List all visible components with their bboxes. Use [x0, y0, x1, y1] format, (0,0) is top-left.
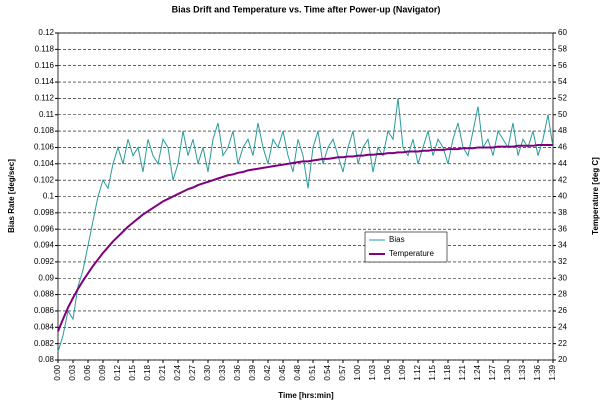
- y-tick-label: 0.096: [34, 224, 55, 233]
- x-tick-label: 0:06: [83, 364, 92, 380]
- y2-tick-label: 38: [558, 208, 567, 217]
- x-tick-label: 1:12: [413, 364, 422, 380]
- y2-tick-label: 56: [558, 61, 567, 70]
- y-tick-label: 0.092: [34, 257, 55, 266]
- y2-tick-label: 52: [558, 94, 567, 103]
- x-tick-label: 0:33: [218, 364, 227, 380]
- x-tick-label: 0:45: [278, 364, 287, 380]
- x-tick-label: 0:21: [158, 364, 167, 380]
- x-tick-label: 0:15: [128, 364, 137, 380]
- x-tick-label: 1:15: [428, 364, 437, 380]
- y2-tick-label: 58: [558, 44, 567, 53]
- y-tick-label: 0.102: [34, 175, 55, 184]
- legend-label: Bias: [389, 235, 405, 244]
- y-tick-label: 0.1: [43, 192, 55, 201]
- x-tick-label: 0:24: [173, 364, 182, 380]
- x-tick-label: 0:36: [233, 364, 242, 380]
- y-tick-label: 0.108: [34, 126, 55, 135]
- y-tick-label: 0.082: [34, 339, 55, 348]
- x-tick-label: 1:24: [473, 364, 482, 380]
- x-tick-label: 1:03: [368, 364, 377, 380]
- y-tick-label: 0.114: [35, 77, 55, 86]
- y2-tick-label: 26: [558, 306, 567, 315]
- x-tick-label: 0:00: [53, 364, 62, 380]
- y-tick-label: 0.116: [35, 61, 55, 70]
- plot-frame: [57, 32, 554, 361]
- x-tick-label: 0:57: [338, 364, 347, 380]
- y-tick-label: 0.08: [38, 355, 54, 364]
- x-tick-label: 0:12: [113, 364, 122, 380]
- y-tick-label: 0.088: [34, 290, 55, 299]
- y2-tick-label: 34: [558, 241, 567, 250]
- x-tick-label: 1:00: [353, 364, 362, 380]
- x-tick-label: 0:51: [308, 364, 317, 380]
- x-tick-label: 0:18: [143, 364, 152, 380]
- y-tick-label: 0.118: [35, 44, 55, 53]
- x-tick-label: 1:21: [458, 364, 467, 380]
- x-tick-label: 0:54: [323, 364, 332, 380]
- x-tick-label: 0:30: [203, 364, 212, 380]
- legend-box: [364, 231, 448, 263]
- y2-tick-label: 20: [558, 355, 567, 364]
- y2-tick-label: 22: [558, 339, 567, 348]
- x-tick-label: 1:06: [383, 364, 392, 380]
- x-tick-label: 0:48: [293, 364, 302, 380]
- chart-title: Bias Drift and Temperature vs. Time afte…: [172, 4, 441, 14]
- y2-tick-label: 46: [558, 143, 567, 152]
- y2-axis-label: Temperature [deg C]: [591, 157, 600, 235]
- x-tick-label: 0:27: [188, 364, 197, 380]
- x-tick-label: 1:39: [548, 364, 557, 380]
- series-line: [57, 98, 554, 352]
- y2-tick-label: 36: [558, 224, 567, 233]
- y2-tick-label: 60: [558, 28, 567, 37]
- x-axis-label: Time [hrs:min]: [278, 391, 334, 400]
- y-tick-label: 0.09: [38, 273, 54, 282]
- x-tick-label: 0:03: [68, 364, 77, 380]
- y-tick-label: 0.094: [34, 241, 55, 250]
- x-tick-label: 0:09: [98, 364, 107, 380]
- y2-tick-label: 28: [558, 290, 567, 299]
- series-line: [57, 144, 553, 332]
- y-tick-label: 0.098: [34, 208, 55, 217]
- y-axis-label: Bias Rate [deg/sec]: [7, 159, 16, 233]
- y2-tick-label: 24: [558, 322, 567, 331]
- x-tick-label: 1:18: [443, 364, 452, 380]
- y2-tick-label: 48: [558, 126, 567, 135]
- x-tick-label: 0:39: [248, 364, 257, 380]
- x-tick-label: 0:42: [263, 364, 272, 380]
- y2-tick-label: 32: [558, 257, 567, 266]
- x-tick-label: 1:36: [533, 364, 542, 380]
- y-tick-label: 0.084: [34, 322, 55, 331]
- y2-tick-label: 30: [558, 273, 567, 282]
- y-tick-label: 0.106: [34, 143, 55, 152]
- y-tick-label: 0.112: [35, 94, 55, 103]
- y-tick-label: 0.086: [34, 306, 55, 315]
- y2-tick-label: 50: [558, 110, 567, 119]
- legend-label: Temperature: [389, 249, 434, 258]
- y2-tick-label: 44: [558, 159, 567, 168]
- y2-tick-label: 40: [558, 192, 567, 201]
- y2-tick-label: 42: [558, 175, 567, 184]
- y2-tick-label: 54: [558, 77, 567, 86]
- x-tick-label: 1:27: [488, 364, 497, 380]
- y-tick-label: 0.12: [38, 28, 54, 37]
- x-tick-label: 1:30: [503, 364, 512, 380]
- x-tick-label: 1:33: [518, 364, 527, 380]
- y-tick-label: 0.104: [34, 159, 55, 168]
- y-tick-label: 0.11: [39, 110, 55, 119]
- x-tick-label: 1:09: [398, 364, 407, 380]
